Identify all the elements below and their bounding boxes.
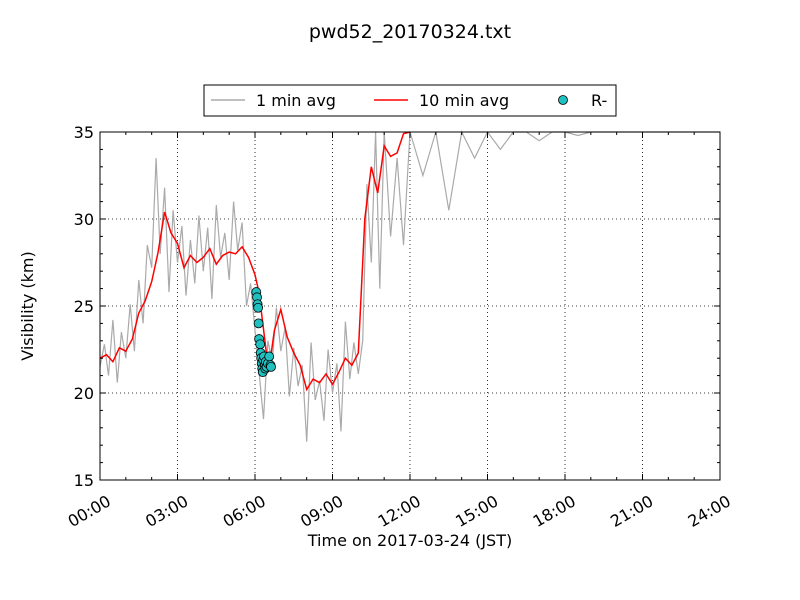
x-tick-label: 18:00: [530, 491, 579, 531]
x-axis-label: Time on 2017-03-24 (JST): [307, 531, 512, 550]
grid-lines: [100, 132, 720, 480]
data-point-r: [264, 351, 275, 362]
data-point-r: [253, 318, 264, 329]
legend-label-1min: 1 min avg: [256, 91, 336, 110]
legend-box: [203, 84, 617, 117]
y-tick-label: 30: [74, 210, 94, 229]
data-point-r: [253, 302, 264, 313]
y-tick-label: 35: [74, 123, 94, 142]
chart-title: pwd52_20170324.txt: [309, 21, 511, 43]
x-tick-label: 15:00: [452, 491, 501, 531]
legend-label-10min: 10 min avg: [419, 91, 509, 110]
data-point-r: [266, 361, 276, 372]
x-tick-label: 12:00: [375, 491, 424, 531]
series-line-0: [99, 130, 720, 442]
y-tick-label: 15: [74, 471, 94, 490]
y-axis-label: Visibility (km): [18, 251, 37, 360]
x-tick-label: 00:00: [65, 491, 114, 531]
x-tick-label: 06:00: [220, 491, 269, 531]
x-tick-label: 24:00: [685, 491, 734, 531]
x-tick-label: 09:00: [297, 491, 346, 531]
plot-area: [99, 130, 720, 442]
legend-marker-r: [558, 95, 568, 105]
y-tick-label: 25: [74, 297, 94, 316]
x-tick-label: 03:00: [142, 491, 191, 531]
x-tick-label: 21:00: [607, 491, 656, 531]
legend-label-r: R-: [591, 91, 607, 110]
data-point-r: [255, 339, 266, 350]
y-tick-label: 20: [74, 384, 94, 403]
